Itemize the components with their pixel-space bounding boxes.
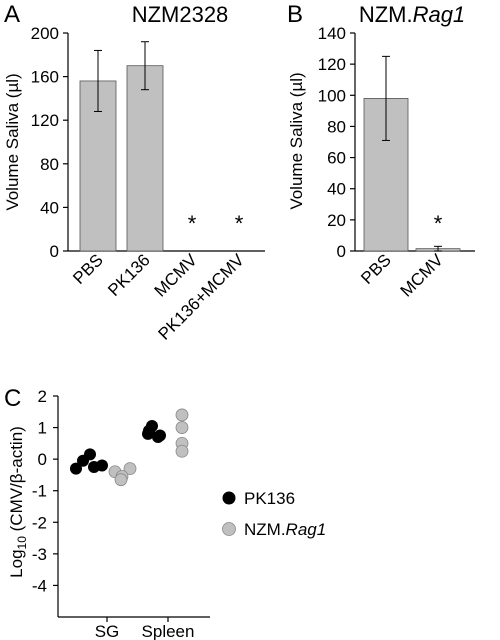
- panel-c-letter: C: [4, 385, 21, 412]
- panel-a-significance-star: *: [235, 211, 244, 236]
- legend-label-pk136: PK136: [244, 489, 295, 508]
- panel-a-ytick-label: 0: [50, 242, 59, 261]
- legend-label-rag1: NZM.Rag1: [244, 520, 326, 539]
- panel-b-ytick-label: 0: [337, 242, 346, 261]
- panel-c-ylabel-sub: 10: [15, 536, 29, 550]
- panel-a: A NZM2328 Volume Saliva (µl) 0 40 80 120 160…: [3, 1, 265, 344]
- panel-b-title: NZM.Rag1: [359, 2, 465, 27]
- panel-b-ytick-label: 120: [318, 55, 346, 74]
- panel-c-legend: PK136 NZM.Rag1: [222, 489, 326, 539]
- panel-a-letter: A: [4, 1, 20, 28]
- panel-c-point-rag1: [175, 408, 189, 422]
- panel-c-ytick-label: -3: [32, 545, 47, 564]
- panel-a-ytick-label: 120: [31, 111, 59, 130]
- panel-c-ylabel-prefix: Log: [7, 549, 26, 577]
- panel-b-letter: B: [287, 1, 303, 28]
- panel-a-category-label: PK136+MCMV: [155, 250, 249, 344]
- panel-b-ytick-label: 100: [318, 86, 346, 105]
- panel-c-category-label: SG: [95, 622, 120, 640]
- panel-b-ytick-label: 80: [327, 117, 346, 136]
- panel-b-ytick-label: 60: [327, 149, 346, 168]
- panel-c-point-rag1: [114, 473, 128, 487]
- legend-marker-rag1: [222, 522, 236, 536]
- panel-b-title-prefix: NZM.: [359, 2, 413, 27]
- panel-a-ytick-label: 40: [40, 198, 59, 217]
- panel-b-ytick-label: 140: [318, 24, 346, 43]
- panel-c-point-pk136: [77, 454, 89, 467]
- panel-c-category-label: Spleen: [142, 622, 195, 640]
- legend-label-rag1-italic: Rag1: [286, 520, 327, 539]
- panel-c-ytick-label: 2: [38, 387, 47, 406]
- panel-a-category-label: PBS: [69, 250, 106, 287]
- panel-c-ytick-label: -4: [32, 576, 47, 595]
- panel-a-ytick-label: 160: [31, 68, 59, 87]
- panel-c-ytick-label: 0: [38, 450, 47, 469]
- panel-c-point-rag1: [175, 421, 189, 434]
- panel-b-category-label: PBS: [357, 250, 394, 287]
- legend-marker-pk136: [222, 491, 236, 505]
- panel-c-point-pk136: [142, 427, 154, 440]
- panel-b-title-italic: Rag1: [413, 2, 466, 27]
- panel-a-ylabel: Volume Saliva (µl): [3, 73, 22, 210]
- panel-b-category-label: MCMV: [397, 250, 448, 301]
- panel-c-point-rag1: [175, 444, 189, 458]
- panel-c-point-pk136: [88, 461, 100, 474]
- panel-b-ytick-label: 20: [327, 211, 346, 230]
- panel-b-ytick-label: 40: [327, 180, 346, 199]
- legend-label-rag1-prefix: NZM.: [244, 520, 286, 539]
- panel-c-ytick-label: 1: [38, 419, 47, 438]
- panel-b: B NZM.Rag1 Volume Saliva (µl) 0 20 40 60 80 1…: [287, 1, 475, 301]
- panel-a-bar: [126, 65, 164, 252]
- panel-c-ylabel: Log10 (CMV/β-actin): [7, 426, 29, 578]
- panel-a-significance-star: *: [188, 211, 197, 236]
- panel-c-point-pk136: [70, 462, 82, 475]
- panel-c-ytick-label: -2: [32, 513, 47, 532]
- panel-c-point-pk136: [152, 431, 164, 444]
- panel-c-ylabel-suffix: (CMV/β-actin): [7, 426, 26, 536]
- panel-b-significance-star: *: [434, 211, 443, 236]
- panel-c-point-rag1: [123, 462, 137, 476]
- panel-b-ylabel: Volume Saliva (µl): [287, 72, 306, 209]
- panel-a-ytick-label: 80: [40, 155, 59, 174]
- panel-c-ytick-label: -1: [32, 482, 47, 501]
- panel-a-category-label: PK136: [104, 250, 154, 300]
- panel-c: C Log10 (CMV/β-actin) 210-1-2-3-4SG Splee…: [4, 385, 326, 640]
- panel-a-title: NZM2328: [132, 2, 229, 27]
- panel-a-ytick-label: 200: [31, 24, 59, 43]
